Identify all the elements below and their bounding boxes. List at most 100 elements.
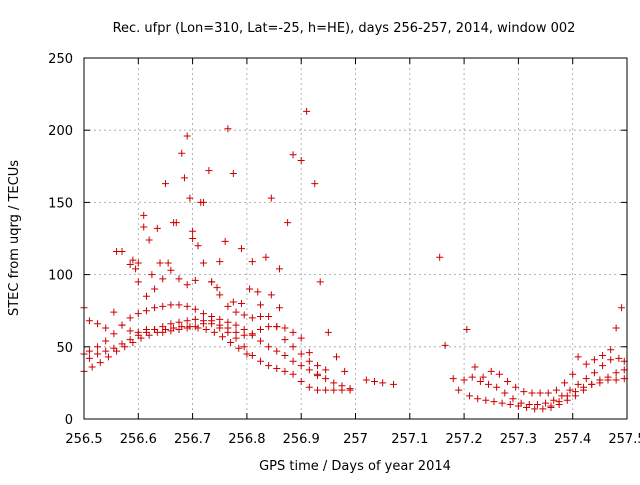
data-point [305, 349, 313, 357]
data-point [140, 211, 148, 219]
data-point [289, 343, 297, 351]
data-point [161, 180, 169, 188]
data-point [175, 318, 183, 326]
data-point [281, 324, 289, 332]
x-tick-label: 257.2 [445, 432, 482, 447]
data-point [129, 256, 137, 264]
data-point [582, 360, 590, 368]
data-point [224, 125, 232, 133]
data-point [248, 314, 256, 322]
data-point [313, 362, 321, 370]
x-tick-label: 257 [343, 432, 368, 447]
data-point [232, 308, 240, 316]
data-point [330, 379, 338, 387]
data-point [528, 389, 536, 397]
data-point [88, 363, 96, 371]
data-point [520, 388, 528, 396]
data-point [208, 312, 216, 320]
x-tick-label: 256.9 [283, 432, 320, 447]
data-points [80, 107, 628, 413]
data-point [208, 278, 216, 286]
data-point [455, 386, 463, 394]
data-point [194, 242, 202, 250]
x-tick-label: 256.6 [120, 432, 157, 447]
data-point [474, 395, 482, 403]
data-point [229, 298, 237, 306]
data-point [85, 354, 93, 362]
data-point [121, 343, 129, 351]
data-point [590, 369, 598, 377]
data-point [129, 338, 137, 346]
data-point [612, 369, 620, 377]
data-point [303, 107, 311, 115]
data-point [240, 325, 248, 333]
data-point [275, 304, 283, 312]
data-point [265, 362, 273, 370]
data-point [229, 170, 237, 178]
data-point [256, 325, 264, 333]
data-point [170, 324, 178, 332]
data-point [297, 362, 305, 370]
data-point [256, 337, 264, 345]
data-point [289, 370, 297, 378]
data-point [498, 399, 506, 407]
data-point [281, 351, 289, 359]
data-point [240, 343, 248, 351]
data-point [533, 401, 541, 409]
data-point [159, 275, 167, 283]
data-point [248, 258, 256, 266]
data-point [235, 344, 243, 352]
data-point [322, 386, 330, 394]
data-point [186, 194, 194, 202]
data-point [346, 386, 354, 394]
data-point [265, 343, 273, 351]
data-point [216, 291, 224, 299]
data-point [563, 392, 571, 400]
data-point [330, 386, 338, 394]
data-point [118, 247, 126, 255]
data-point [199, 259, 207, 267]
y-tick-label: 150 [48, 196, 73, 211]
data-point [178, 323, 186, 331]
data-point [167, 266, 175, 274]
data-point [161, 325, 169, 333]
data-point [544, 389, 552, 397]
data-point [183, 317, 191, 325]
x-tick-labels: 256.5 256.6 256.7 256.8 256.9 257 257.1 257.2 25… [65, 432, 640, 447]
data-point [550, 396, 558, 404]
data-point [379, 379, 387, 387]
data-point [153, 328, 161, 336]
data-point [273, 364, 281, 372]
data-point [191, 315, 199, 323]
data-point [297, 334, 305, 342]
data-point [542, 399, 550, 407]
data-point [607, 356, 615, 364]
data-point [248, 331, 256, 339]
data-point [273, 347, 281, 355]
data-point [561, 379, 569, 387]
data-point [574, 353, 582, 361]
data-point [237, 245, 245, 253]
data-point [555, 398, 563, 406]
x-tick-label: 257.4 [554, 432, 591, 447]
data-point [466, 392, 474, 400]
data-point [243, 350, 251, 358]
data-point [186, 323, 194, 331]
data-point [281, 367, 289, 375]
data-point [615, 354, 623, 362]
data-point [237, 299, 245, 307]
data-point [216, 258, 224, 266]
data-point [449, 375, 457, 383]
data-point [262, 253, 270, 261]
data-point [569, 370, 577, 378]
data-point [142, 292, 150, 300]
data-point [232, 321, 240, 329]
data-point [216, 324, 224, 332]
data-point [523, 403, 531, 411]
data-point [322, 366, 330, 374]
x-tick-label: 256.5 [65, 432, 102, 447]
data-point [495, 370, 503, 378]
data-point [153, 224, 161, 232]
data-point [145, 236, 153, 244]
data-point [256, 312, 264, 320]
